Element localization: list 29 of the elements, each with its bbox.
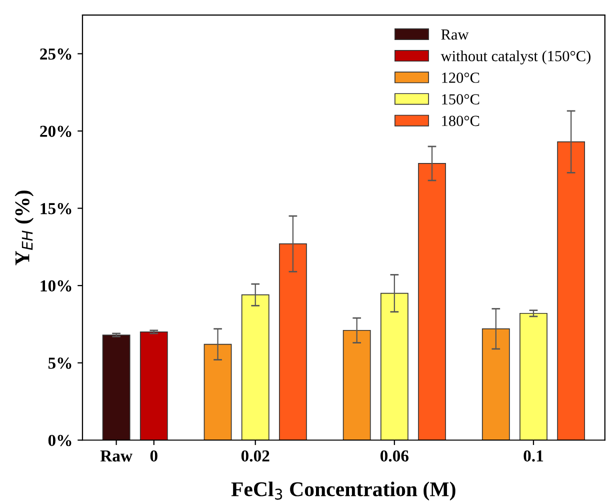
x-tick-label: 0 [150,450,158,462]
legend-label: Raw [441,30,469,40]
x-tick-label: 0.06 [380,450,409,462]
bar [520,312,548,440]
y-tick-label: 15% [40,202,72,214]
bar [204,344,232,440]
y-tick-label: 0% [48,434,72,446]
bar [380,292,408,440]
y-tick-label: 5% [48,358,72,369]
bar [482,328,510,440]
x-tick-label: 0.02 [241,450,270,462]
y-axis-title: Y$_{EH}$ (%) [14,190,34,266]
bar [279,243,307,440]
x-tick-label: 0.1 [524,450,544,462]
bar [140,332,168,440]
y-tick-label: 20% [40,126,72,138]
legend-label: 150°C [442,94,480,104]
bar [557,141,586,440]
legend-label: without catalyst (150°C) [440,50,590,64]
bar [102,334,130,440]
bar [418,163,446,440]
legend-label: 180°C [442,116,480,126]
bar [342,330,371,440]
x-tick-label: Raw [100,450,132,462]
x-axis-title: FeCl$_{3}$ Concentration (M) [231,482,456,501]
legend-label: 120°C [442,72,480,83]
y-tick-label: 25% [40,48,72,60]
y-tick-label: 10% [40,280,72,292]
bar [241,294,270,440]
